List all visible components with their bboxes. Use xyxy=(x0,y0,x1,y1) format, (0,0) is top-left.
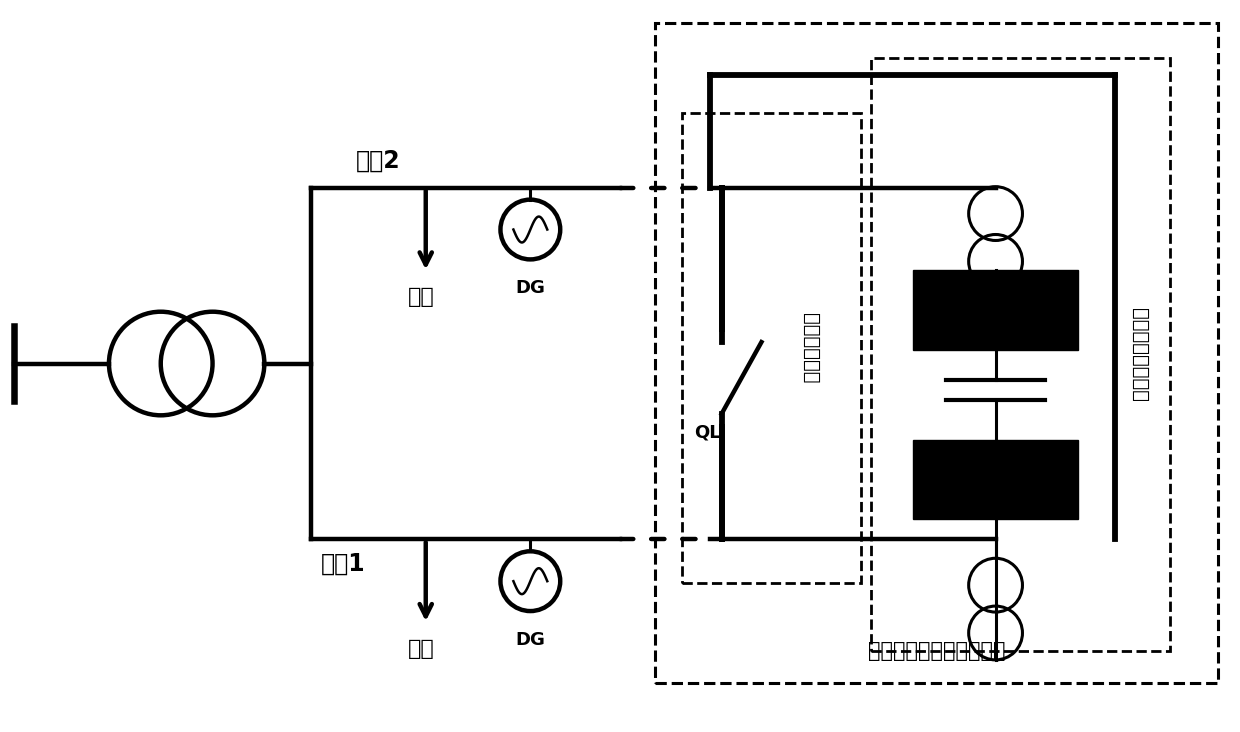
Text: QL: QL xyxy=(693,424,720,441)
Text: 背靠背电力变换器: 背靠背电力变换器 xyxy=(1131,307,1149,402)
Text: 并联负荷开关: 并联负荷开关 xyxy=(801,313,821,384)
Text: 馈煵2: 馈煵2 xyxy=(356,149,401,173)
Text: DG: DG xyxy=(516,631,546,649)
Text: 混合型背靠背智能软开关: 混合型背靠背智能软开关 xyxy=(868,641,1006,661)
Text: 负荷: 负荷 xyxy=(408,639,434,659)
Bar xyxy=(914,440,1078,520)
Text: 负荷: 负荷 xyxy=(408,287,434,307)
Text: DG: DG xyxy=(516,280,546,297)
Text: 馈煵1: 馈煵1 xyxy=(321,551,366,575)
Bar xyxy=(914,270,1078,350)
